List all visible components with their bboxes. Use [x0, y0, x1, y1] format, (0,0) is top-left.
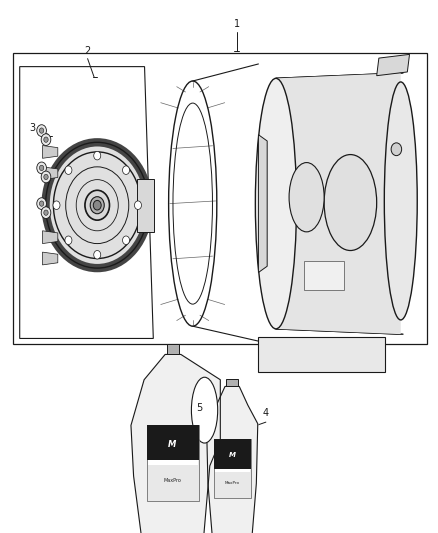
Text: M: M: [168, 440, 176, 449]
Circle shape: [39, 128, 44, 133]
Circle shape: [134, 201, 141, 209]
Bar: [148, 461, 198, 465]
Circle shape: [93, 200, 101, 210]
Polygon shape: [258, 337, 385, 372]
Circle shape: [44, 137, 48, 142]
Text: MaxPro: MaxPro: [225, 481, 240, 486]
Bar: [214, 439, 251, 469]
Circle shape: [94, 251, 101, 259]
Polygon shape: [207, 386, 258, 533]
Ellipse shape: [289, 163, 324, 232]
Circle shape: [41, 207, 51, 219]
Circle shape: [123, 166, 130, 174]
Circle shape: [85, 190, 110, 220]
Polygon shape: [258, 135, 267, 272]
Bar: [167, 344, 179, 354]
Circle shape: [123, 236, 130, 245]
Bar: [147, 425, 199, 459]
Circle shape: [39, 201, 44, 206]
Polygon shape: [42, 167, 58, 180]
Ellipse shape: [324, 155, 377, 251]
Ellipse shape: [191, 377, 218, 443]
Bar: [215, 469, 250, 472]
Circle shape: [37, 125, 46, 136]
Circle shape: [94, 151, 101, 160]
Circle shape: [46, 142, 149, 268]
Text: 4: 4: [263, 408, 269, 418]
Bar: [226, 379, 238, 386]
Text: MaxPro: MaxPro: [163, 478, 181, 482]
Bar: [214, 439, 251, 498]
Polygon shape: [20, 67, 153, 338]
Polygon shape: [137, 179, 154, 232]
Circle shape: [41, 171, 51, 183]
Polygon shape: [42, 231, 58, 244]
Circle shape: [37, 198, 46, 209]
Circle shape: [39, 165, 44, 171]
Circle shape: [44, 174, 48, 180]
Text: 1: 1: [233, 19, 240, 29]
Circle shape: [65, 166, 72, 174]
Circle shape: [41, 134, 51, 146]
Text: M: M: [229, 452, 236, 458]
Circle shape: [37, 162, 46, 174]
Circle shape: [391, 143, 402, 156]
Circle shape: [90, 197, 104, 214]
Polygon shape: [131, 354, 220, 533]
Circle shape: [65, 236, 72, 245]
Polygon shape: [42, 146, 58, 158]
Text: 3: 3: [30, 123, 36, 133]
Bar: [304, 261, 344, 290]
Text: 5: 5: [196, 403, 202, 413]
Ellipse shape: [255, 78, 297, 329]
Polygon shape: [377, 54, 410, 76]
Polygon shape: [42, 252, 58, 265]
Polygon shape: [276, 73, 401, 334]
Bar: [13, 53, 427, 344]
Text: 2: 2: [85, 46, 91, 56]
Bar: [147, 425, 199, 501]
Circle shape: [53, 201, 60, 209]
Circle shape: [44, 210, 48, 215]
Ellipse shape: [384, 82, 417, 320]
